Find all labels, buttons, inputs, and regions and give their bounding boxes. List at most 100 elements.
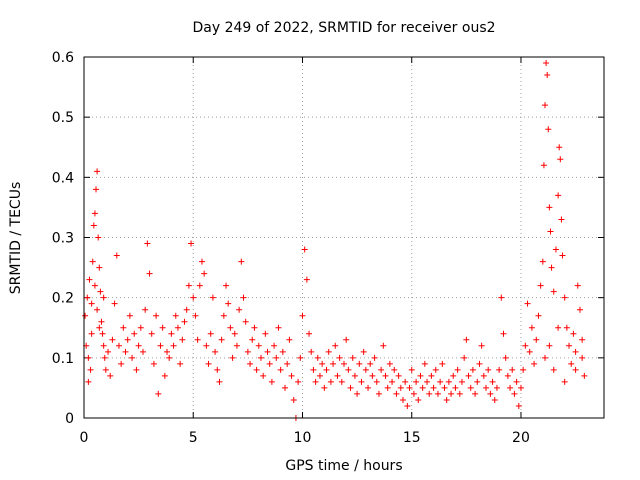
data-point <box>99 330 106 337</box>
data-point <box>181 318 188 325</box>
data-point <box>249 336 256 343</box>
data-point <box>576 306 583 313</box>
data-point <box>172 312 179 319</box>
data-point <box>325 348 332 355</box>
data-point <box>371 354 378 361</box>
data-point <box>327 378 334 385</box>
data-point <box>91 282 98 289</box>
data-point <box>84 294 91 301</box>
data-point <box>190 294 197 301</box>
y-tick-label: 0.6 <box>52 50 74 66</box>
data-point <box>561 378 568 385</box>
data-point <box>404 402 411 409</box>
data-point <box>332 342 339 349</box>
data-point <box>351 372 358 379</box>
data-point <box>310 366 317 373</box>
y-tick-label: 0 <box>65 411 74 427</box>
data-point <box>540 162 547 169</box>
data-point <box>196 282 203 289</box>
data-point <box>330 360 337 367</box>
data-point <box>111 300 118 307</box>
data-point <box>126 312 133 319</box>
data-point <box>502 354 509 361</box>
data-point <box>297 354 304 361</box>
data-point <box>321 384 328 391</box>
data-point <box>135 342 142 349</box>
data-point <box>570 330 577 337</box>
data-point <box>166 354 173 361</box>
data-point <box>97 288 104 295</box>
data-point <box>299 312 306 319</box>
data-point <box>338 378 345 385</box>
data-point <box>85 378 92 385</box>
data-point <box>100 294 107 301</box>
data-point <box>489 378 496 385</box>
data-point <box>95 234 102 241</box>
data-point <box>408 366 415 373</box>
data-point <box>277 366 284 373</box>
chart-title: Day 249 of 2022, SRMTID for receiver ous… <box>192 20 495 36</box>
data-point <box>561 294 568 301</box>
data-point <box>555 324 562 331</box>
data-point <box>120 324 127 331</box>
data-point <box>177 360 184 367</box>
plot-frame <box>83 56 605 419</box>
data-point <box>458 378 465 385</box>
data-point <box>558 216 565 223</box>
data-point <box>271 342 278 349</box>
data-point <box>133 366 140 373</box>
data-point <box>509 366 516 373</box>
data-point <box>546 342 553 349</box>
data-point <box>216 378 223 385</box>
data-point <box>410 390 417 397</box>
data-point <box>520 366 527 373</box>
data-point <box>161 372 168 379</box>
data-point <box>524 300 531 307</box>
x-axis-label: GPS time / hours <box>285 458 402 474</box>
data-point <box>290 396 297 403</box>
data-point <box>413 378 420 385</box>
data-point <box>323 366 330 373</box>
data-point <box>452 384 459 391</box>
data-point <box>579 336 586 343</box>
data-point <box>406 384 413 391</box>
data-point <box>526 348 533 355</box>
data-point <box>122 348 129 355</box>
data-point <box>533 336 540 343</box>
x-tick-label: 20 <box>512 430 530 446</box>
data-point <box>205 360 212 367</box>
data-point <box>231 330 238 337</box>
data-point <box>496 366 503 373</box>
data-point <box>284 360 291 367</box>
data-point <box>207 330 214 337</box>
data-point <box>557 156 564 163</box>
data-point <box>356 360 363 367</box>
data-point <box>124 336 131 343</box>
data-point <box>360 348 367 355</box>
data-point <box>100 342 107 349</box>
data-point <box>113 252 120 259</box>
x-tick-label: 10 <box>294 430 312 446</box>
data-point <box>214 366 221 373</box>
data-point <box>220 312 227 319</box>
data-point <box>118 360 125 367</box>
data-point <box>421 360 428 367</box>
data-point <box>432 366 439 373</box>
y-tick-label: 0.4 <box>52 170 74 186</box>
data-point <box>543 60 550 67</box>
data-point <box>515 402 522 409</box>
data-point <box>303 276 310 283</box>
data-point <box>115 342 122 349</box>
data-point <box>107 372 114 379</box>
data-point <box>415 396 422 403</box>
data-point <box>101 354 108 361</box>
data-point <box>469 366 476 373</box>
data-point <box>478 342 485 349</box>
data-point <box>389 378 396 385</box>
data-point <box>306 330 313 337</box>
data-point <box>87 366 94 373</box>
data-point <box>568 360 575 367</box>
data-point <box>498 294 505 301</box>
data-point <box>546 204 553 211</box>
data-point <box>233 342 240 349</box>
